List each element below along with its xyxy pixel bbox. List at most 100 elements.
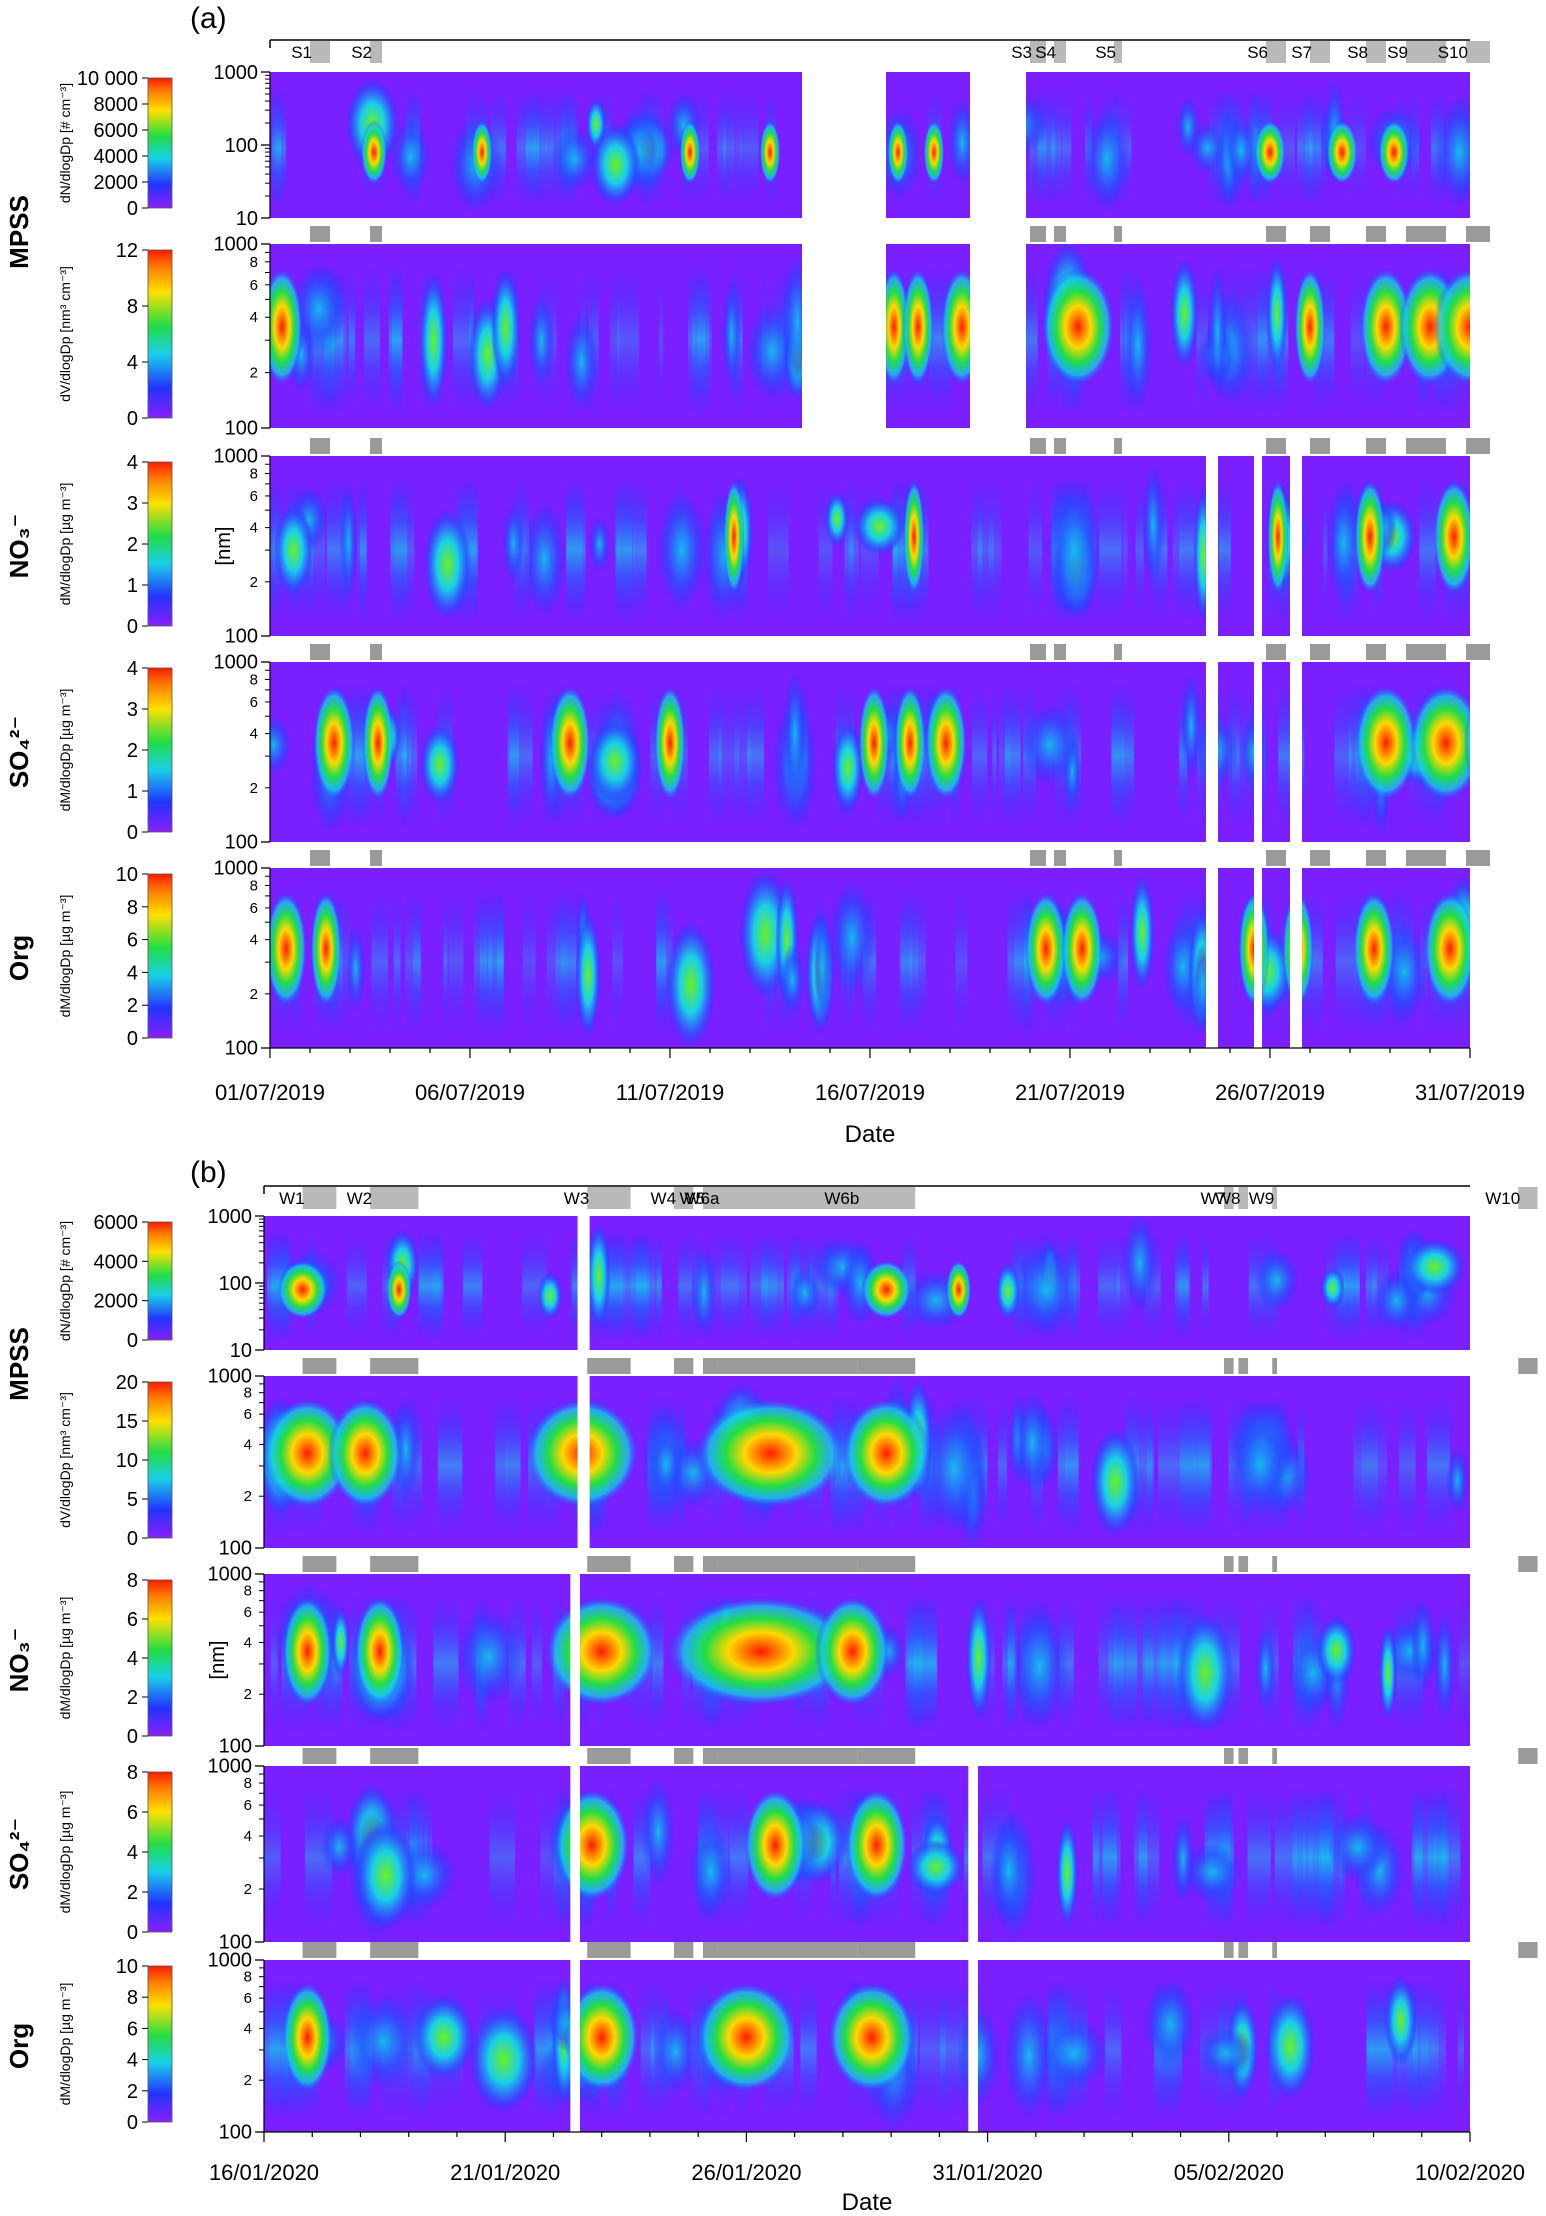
episode-marker	[1518, 1942, 1538, 1958]
colorbar-tick-label: 5	[127, 1489, 138, 1511]
intensity-peak	[695, 1398, 846, 1509]
episode-marker	[1238, 1358, 1249, 1374]
intensity-band	[899, 889, 912, 1034]
intensity-blob	[537, 1272, 563, 1320]
colorbar-tick-label: 8	[127, 897, 138, 919]
colorbar-label: dM/dlogDp [µg m⁻³]	[57, 689, 73, 812]
intensity-band	[656, 1232, 663, 1340]
y-tick-label: 1000	[214, 652, 259, 674]
episode-marker	[1366, 226, 1386, 242]
episode-marker	[1223, 1358, 1234, 1374]
intensity-band	[507, 683, 520, 828]
intensity-peak	[1424, 891, 1470, 1007]
intensity-blob	[665, 921, 716, 1048]
intensity-band	[1178, 1232, 1191, 1340]
y-tick-label: 8	[244, 1969, 252, 1986]
colorbar-label: dM/dlogDp [µg m⁻³]	[57, 483, 73, 606]
y-tick-label: 8	[250, 671, 258, 688]
y-tick-label: 4	[250, 309, 258, 326]
intensity-band	[892, 477, 898, 622]
data-gap	[802, 71, 886, 219]
data-gap	[968, 1959, 978, 2133]
colorbar-tick-label: 0	[127, 822, 138, 844]
colorbar-tick-label: 6000	[94, 120, 139, 142]
y-tick-label: 4	[244, 1828, 252, 1845]
episode-shade	[370, 41, 382, 63]
intensity-band	[717, 683, 740, 828]
x-tick-label: 16/01/2020	[209, 2160, 319, 2185]
colorbar-tick-label: 6000	[94, 1212, 139, 1234]
intensity-band	[610, 1232, 622, 1340]
colorbar-tick-label: 6	[127, 2018, 138, 2040]
episode-marker	[1114, 226, 1122, 242]
intensity-band	[1297, 89, 1313, 207]
intensity-band	[616, 477, 633, 622]
data-gap	[577, 1215, 590, 1351]
intensity-band	[555, 889, 577, 1034]
colorbar-tick-label: 3	[127, 699, 138, 721]
intensity-peak	[282, 1982, 333, 2093]
intensity-band	[1318, 1787, 1334, 1928]
y-tick-label: 100	[219, 2122, 252, 2144]
intensity-peak	[1326, 120, 1358, 185]
data-gap	[970, 243, 1026, 429]
intensity-blob	[1196, 2026, 1255, 2080]
episode-marker	[1054, 850, 1066, 866]
colorbar-tick-label: 6	[127, 1609, 138, 1631]
episode-shade	[702, 1187, 718, 1209]
episode-label: W1	[279, 1189, 305, 1208]
episode-shade	[1030, 41, 1046, 63]
intensity-blob	[523, 501, 566, 618]
intensity-peak	[923, 120, 945, 185]
y-tick-label: 1000	[214, 234, 259, 256]
episode-marker	[674, 1748, 694, 1764]
episode-marker	[1518, 1556, 1538, 1572]
y-tick-label: 8	[244, 1583, 252, 1600]
episode-marker	[1266, 850, 1286, 866]
episode-marker	[587, 1556, 631, 1572]
colorbar-label: dM/dlogDp [µg m⁻³]	[57, 1597, 73, 1720]
episode-shade	[1238, 1187, 1249, 1209]
episode-shade	[1466, 41, 1490, 63]
intensity-band	[474, 889, 488, 1034]
data-gap	[1290, 867, 1302, 1049]
intensity-blob	[813, 911, 831, 1021]
episode-marker	[1054, 226, 1066, 242]
intensity-peak	[264, 1398, 352, 1509]
colorbar	[147, 77, 173, 209]
intensity-blob	[419, 724, 460, 805]
episode-shade	[857, 1187, 916, 1209]
intensity-band	[448, 889, 464, 1034]
x-tick-label: 21/01/2020	[450, 2160, 560, 2185]
colorbar-tick-label: 4000	[94, 1251, 139, 1273]
intensity-blob	[691, 1244, 717, 1341]
intensity-band	[1433, 1980, 1439, 2119]
heatmap-cells	[264, 1376, 1469, 1548]
episode-shade	[674, 1187, 694, 1209]
episode-marker	[674, 1358, 694, 1374]
intensity-blob	[1176, 1612, 1234, 1734]
row-name: MPSS	[4, 1327, 34, 1401]
colorbar-tick-label: 6	[127, 1802, 138, 1824]
data-gap	[1290, 661, 1302, 843]
intensity-band	[1218, 477, 1231, 622]
intensity-blob	[1013, 1391, 1051, 1495]
intensity-blob	[1434, 97, 1470, 207]
episode-label: W4	[651, 1189, 677, 1208]
intensity-band	[612, 889, 623, 1034]
intensity-band	[495, 1396, 508, 1535]
episode-marker	[702, 1942, 718, 1958]
intensity-blob	[586, 1223, 611, 1329]
heatmap-cells	[270, 462, 1470, 624]
colorbar	[147, 1381, 173, 1539]
episode-label: S3	[1011, 43, 1032, 62]
intensity-peak	[723, 479, 745, 595]
intensity-blob	[788, 1266, 821, 1320]
intensity-blob	[1207, 262, 1228, 400]
y-tick-label: 1000	[208, 1564, 253, 1586]
intensity-band	[1399, 1396, 1416, 1535]
intensity-band	[270, 1594, 278, 1733]
